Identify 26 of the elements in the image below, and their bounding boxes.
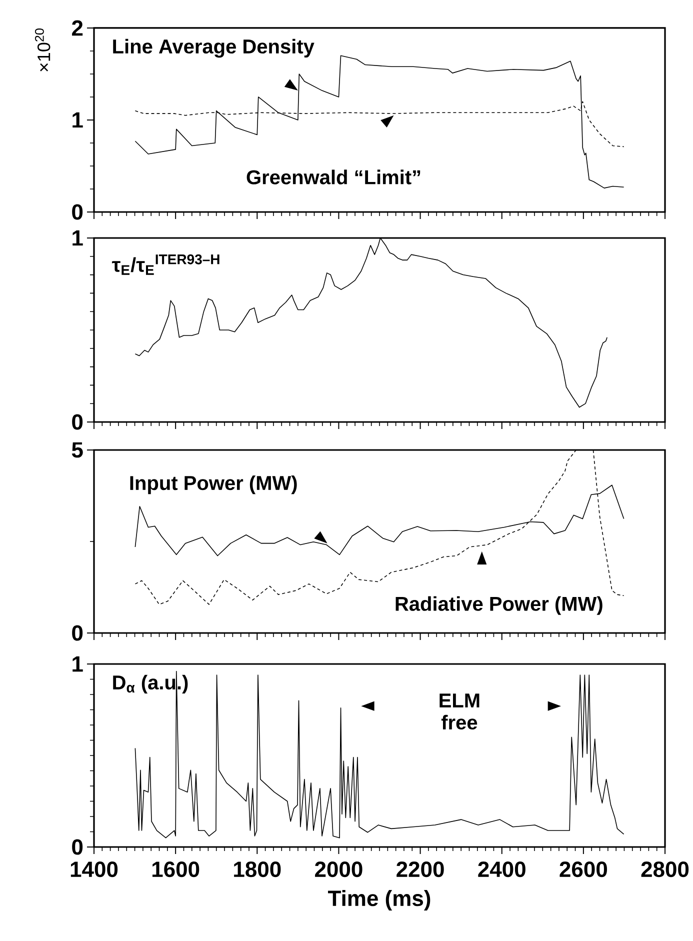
- annotation: ELM free: [440, 694, 480, 730]
- x-tick-label: 2400: [478, 862, 526, 878]
- y-tick-label: 1: [72, 656, 83, 672]
- x-tick-label: 1400: [71, 862, 118, 878]
- x-tick-label: 1800: [234, 862, 281, 878]
- x-tick-label: 2600: [560, 862, 608, 878]
- line-series: [134, 670, 624, 838]
- y-tick-label: 0: [72, 625, 83, 641]
- x-tick-label: 2200: [396, 862, 444, 878]
- annotation: Greenwald “Limit”: [246, 170, 420, 184]
- y-tick-label: 0: [72, 839, 83, 855]
- x-tick-label: 2800: [641, 862, 689, 878]
- y-tick-label: 2: [72, 20, 83, 36]
- y-tick-label: 1: [72, 230, 83, 246]
- annotation: Line Average Density: [113, 38, 314, 58]
- x-axis-title: Time (ms): [328, 890, 430, 910]
- y-tick-label: 1: [72, 112, 83, 128]
- annotation: τ$_{E}$/τ$_{E}$ITER93–H: [112, 254, 220, 275]
- x-tick-label: 2000: [315, 862, 362, 878]
- y-tick-label: 5: [72, 442, 83, 458]
- annotation: Radiative Power (MW): [396, 596, 602, 615]
- x-tick-label: 1600: [152, 862, 200, 878]
- y-tick-label: 0: [72, 204, 83, 220]
- annotation: Input Power (MW): [130, 475, 297, 494]
- y-axis-title: ×10$^{20}$: [35, 28, 50, 72]
- y-tick-label: 0: [72, 414, 83, 430]
